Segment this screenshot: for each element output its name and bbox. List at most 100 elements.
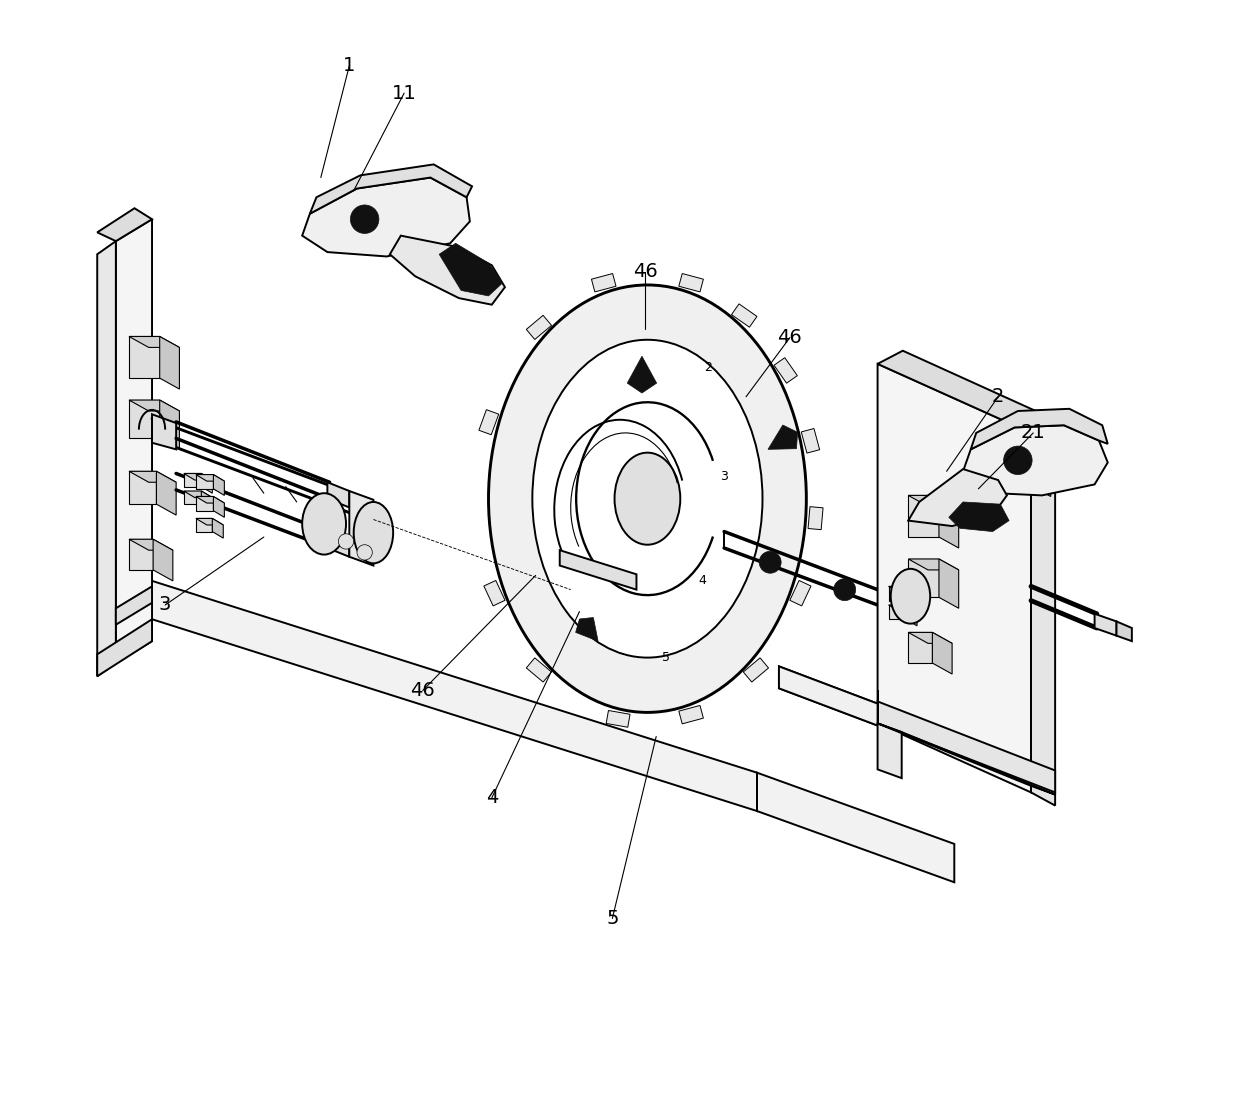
Polygon shape — [153, 414, 176, 449]
Polygon shape — [390, 236, 505, 305]
Text: 3: 3 — [721, 470, 728, 483]
Circle shape — [357, 545, 373, 560]
Polygon shape — [940, 559, 958, 608]
Polygon shape — [129, 471, 176, 482]
Polygon shape — [129, 400, 160, 438]
Circle shape — [759, 551, 781, 573]
Polygon shape — [679, 274, 703, 292]
Polygon shape — [184, 473, 213, 480]
Ellipse shape — [533, 340, 763, 658]
Polygon shape — [479, 410, 499, 435]
Polygon shape — [156, 471, 176, 515]
Polygon shape — [160, 400, 179, 449]
Ellipse shape — [354, 502, 393, 563]
Polygon shape — [940, 495, 958, 548]
Polygon shape — [153, 539, 173, 581]
Polygon shape — [1035, 464, 1051, 496]
Polygon shape — [1002, 464, 1051, 472]
Polygon shape — [357, 206, 390, 230]
Polygon shape — [908, 469, 1007, 526]
Polygon shape — [129, 471, 156, 504]
Ellipse shape — [303, 493, 347, 555]
Polygon shape — [184, 491, 213, 498]
Polygon shape — [328, 219, 377, 228]
Polygon shape — [743, 658, 768, 682]
Polygon shape — [439, 243, 503, 296]
Ellipse shape — [614, 453, 681, 545]
Polygon shape — [196, 475, 214, 489]
Polygon shape — [801, 429, 819, 453]
Polygon shape — [116, 581, 153, 663]
Polygon shape — [328, 219, 360, 243]
Polygon shape — [527, 658, 552, 682]
Polygon shape — [116, 586, 153, 625]
Polygon shape — [908, 559, 940, 597]
Polygon shape — [357, 206, 407, 215]
Polygon shape — [303, 178, 470, 256]
Polygon shape — [888, 605, 906, 619]
Polygon shape — [129, 539, 153, 570]
Polygon shape — [390, 206, 407, 239]
Polygon shape — [98, 619, 153, 676]
Polygon shape — [214, 475, 224, 495]
Polygon shape — [184, 491, 201, 504]
Polygon shape — [878, 723, 1055, 795]
Polygon shape — [789, 581, 811, 606]
Polygon shape — [310, 164, 472, 214]
Polygon shape — [878, 701, 1055, 792]
Text: 3: 3 — [159, 595, 171, 615]
Polygon shape — [160, 336, 179, 389]
Polygon shape — [129, 336, 179, 347]
Polygon shape — [808, 506, 823, 529]
Polygon shape — [779, 666, 878, 726]
Polygon shape — [592, 274, 615, 292]
Polygon shape — [779, 666, 878, 726]
Polygon shape — [888, 586, 906, 601]
Polygon shape — [906, 605, 917, 626]
Polygon shape — [774, 357, 797, 384]
Polygon shape — [1002, 464, 1035, 488]
Text: 1: 1 — [343, 56, 355, 76]
Polygon shape — [679, 706, 703, 723]
Polygon shape — [888, 586, 917, 593]
Ellipse shape — [891, 569, 931, 624]
Polygon shape — [908, 495, 940, 537]
Polygon shape — [908, 632, 932, 663]
Polygon shape — [908, 632, 952, 643]
Polygon shape — [607, 710, 631, 728]
Polygon shape — [153, 581, 757, 811]
Polygon shape — [196, 496, 214, 511]
Polygon shape — [214, 496, 224, 517]
Text: 5: 5 — [662, 651, 671, 664]
Polygon shape — [1063, 453, 1081, 486]
Polygon shape — [129, 539, 173, 550]
Circle shape — [1003, 446, 1032, 475]
Text: 2: 2 — [704, 361, 712, 374]
Polygon shape — [768, 425, 798, 449]
Polygon shape — [948, 502, 1010, 532]
Circle shape — [833, 579, 856, 601]
Polygon shape — [129, 400, 179, 411]
Polygon shape — [1031, 433, 1055, 806]
Polygon shape — [484, 581, 505, 606]
Text: 4: 4 — [485, 788, 498, 808]
Polygon shape — [201, 473, 213, 493]
Polygon shape — [1031, 453, 1081, 461]
Polygon shape — [971, 409, 1107, 449]
Polygon shape — [196, 518, 213, 532]
Polygon shape — [627, 356, 657, 393]
Polygon shape — [908, 495, 958, 506]
Polygon shape — [196, 475, 224, 481]
Polygon shape — [878, 364, 1031, 792]
Polygon shape — [878, 723, 902, 778]
Polygon shape — [184, 473, 201, 487]
Polygon shape — [98, 208, 153, 241]
Polygon shape — [196, 496, 224, 503]
Text: 21: 21 — [1021, 423, 1046, 443]
Polygon shape — [213, 518, 223, 538]
Polygon shape — [732, 304, 757, 328]
Polygon shape — [575, 617, 598, 641]
Polygon shape — [328, 533, 349, 557]
Polygon shape — [360, 219, 377, 252]
Polygon shape — [757, 773, 955, 882]
